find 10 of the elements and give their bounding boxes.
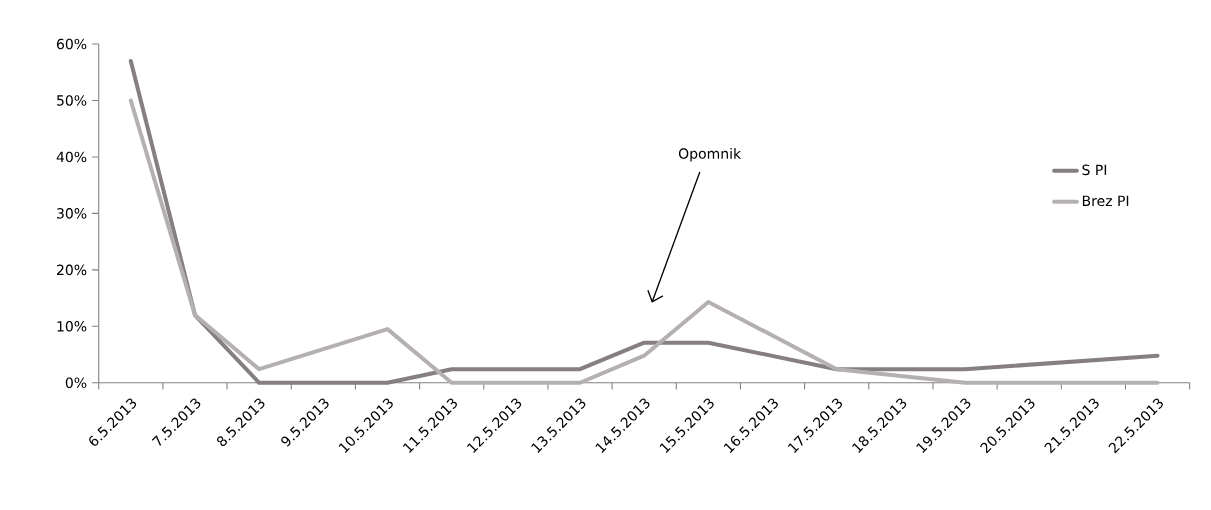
legend-label: S PI bbox=[1082, 164, 1107, 176]
y-tick-label: 10% bbox=[57, 320, 87, 332]
y-tick-label: 50% bbox=[57, 95, 87, 106]
y-tick-label: 20% bbox=[57, 264, 87, 276]
y-tick-label: 40% bbox=[56, 151, 87, 163]
y-tick-label: 30% bbox=[57, 208, 87, 219]
legend-label: Brez PI bbox=[1082, 195, 1129, 207]
y-tick-label: 0% bbox=[65, 377, 87, 388]
annotation: Opomnik bbox=[678, 147, 742, 162]
y-tick-label: 60% bbox=[56, 38, 87, 50]
